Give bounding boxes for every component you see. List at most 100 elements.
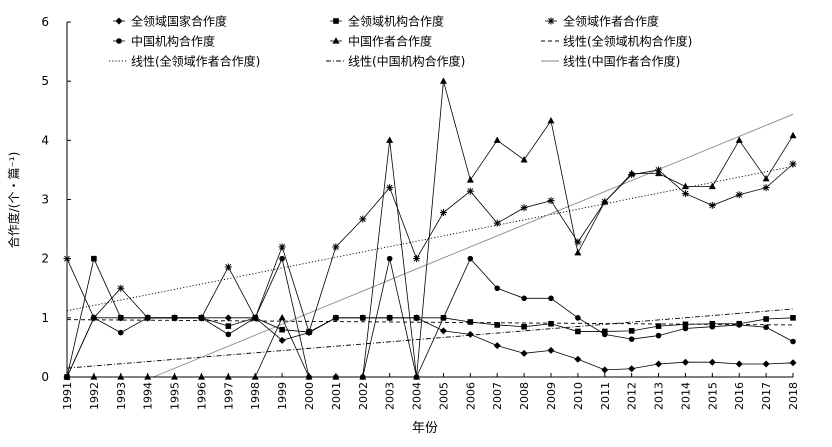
y-tick-label: 3	[41, 193, 49, 207]
series-2-point	[117, 315, 124, 321]
series-2-point	[413, 315, 420, 321]
legend-label: 中国作者合作度	[348, 34, 432, 49]
y-tick-label: 2	[41, 252, 49, 266]
series-2-point	[225, 323, 232, 329]
series-3-point	[574, 238, 582, 246]
series-1-point	[466, 330, 474, 338]
series-5-point	[708, 182, 716, 190]
legend-label: 全领域国家合作度	[131, 14, 227, 29]
x-tick-label: 1993	[115, 382, 128, 410]
series-4-point	[467, 255, 474, 262]
series-2-point	[575, 328, 581, 335]
series-5-point	[278, 314, 286, 321]
series-4-point	[575, 315, 581, 321]
series-2-point	[790, 315, 796, 321]
legend-marker	[332, 37, 340, 44]
x-tick-label: 2009	[545, 382, 558, 410]
series-5-point	[386, 136, 394, 143]
series-5	[63, 77, 797, 380]
series-5-point	[601, 198, 609, 205]
series-3-point	[278, 243, 286, 251]
series-1-point	[655, 360, 663, 368]
x-tick-label: 2013	[653, 382, 666, 410]
series-4-point	[279, 255, 285, 262]
series-1-point	[789, 359, 797, 367]
series-3-point	[466, 187, 474, 195]
legend-item-7: 线性(全领域作者合作度)	[109, 54, 260, 69]
series-5-point	[466, 176, 474, 183]
legend-item-2: 全领域机构合作度	[330, 14, 444, 29]
y-tick-label: 0	[41, 370, 49, 384]
series-3-point	[735, 191, 743, 199]
series-5-point	[735, 136, 743, 143]
series-1-point	[574, 355, 582, 363]
x-tick-label: 2011	[599, 382, 612, 410]
series-4-point	[494, 285, 501, 292]
series-5-point	[762, 174, 770, 182]
legend-label: 中国机构合作度	[131, 34, 215, 49]
series-2-point	[494, 322, 501, 328]
legend-item-3: 全领域作者合作度	[545, 14, 659, 29]
series-4-point	[198, 315, 205, 321]
series-2-point	[655, 323, 662, 329]
x-tick-label: 1998	[249, 382, 262, 410]
series-4-point	[386, 255, 393, 262]
legend-label: 线性(全领域作者合作度)	[131, 54, 260, 69]
series-1-point	[224, 314, 232, 322]
series-2-point	[709, 320, 716, 327]
series-4-point	[252, 315, 259, 321]
series-4-point	[790, 338, 796, 345]
x-tick-label: 2005	[437, 382, 450, 410]
series-2-point	[467, 319, 474, 325]
x-tick-label: 2014	[679, 382, 692, 410]
y-tick-label: 5	[41, 74, 49, 88]
x-tick-label: 2007	[491, 382, 504, 410]
x-tick-label: 2006	[464, 382, 477, 410]
series-5-point	[681, 182, 689, 190]
series-2-point	[548, 320, 554, 327]
x-tick-label: 2012	[626, 382, 639, 410]
x-tick-label: 2001	[330, 382, 343, 410]
series-4-point	[655, 332, 662, 339]
series-1-point	[493, 342, 501, 350]
series-1-point	[708, 358, 716, 366]
series-5-line	[67, 81, 794, 378]
legend-item-6: 线性(全领域机构合作度)	[541, 34, 692, 49]
series-4-point	[117, 329, 124, 336]
trendline-1	[66, 319, 794, 326]
series-1-point	[439, 327, 447, 335]
x-tick-label: 1992	[88, 382, 101, 410]
legend-marker	[115, 17, 123, 25]
series-1-point	[628, 365, 636, 373]
x-tick-label: 2010	[572, 382, 585, 410]
x-axis-label: 年份	[412, 421, 438, 436]
legend-item-4: 中国机构合作度	[113, 34, 215, 49]
legend-label: 线性(中国作者合作度)	[563, 54, 680, 69]
series-2-point	[279, 326, 285, 333]
x-tick-label: 1999	[276, 382, 289, 410]
legend-label: 全领域机构合作度	[348, 14, 444, 29]
x-tick-label: 2018	[787, 382, 800, 410]
series-3-point	[359, 215, 367, 223]
legend-marker	[547, 17, 555, 25]
x-tick-label: 2000	[303, 382, 316, 410]
series-3-point	[413, 255, 421, 263]
series-4-point	[763, 324, 769, 331]
series-5-point	[520, 156, 528, 163]
series-3-point	[520, 204, 528, 212]
legend-item-9: 线性(中国作者合作度)	[541, 54, 680, 69]
series-5-point	[789, 131, 797, 139]
x-tick-label: 2017	[760, 382, 773, 410]
x-tick-label: 1991	[61, 382, 74, 410]
series-4-point	[601, 331, 608, 338]
legend-item-8: 线性(中国机构合作度)	[326, 54, 465, 69]
series-3-point	[789, 160, 797, 168]
series-4-point	[225, 331, 232, 338]
legend-marker	[333, 18, 339, 24]
series-1-point	[547, 346, 555, 354]
series-4-point	[709, 323, 716, 330]
x-tick-label: 1996	[195, 382, 208, 410]
legend-marker	[116, 38, 122, 44]
